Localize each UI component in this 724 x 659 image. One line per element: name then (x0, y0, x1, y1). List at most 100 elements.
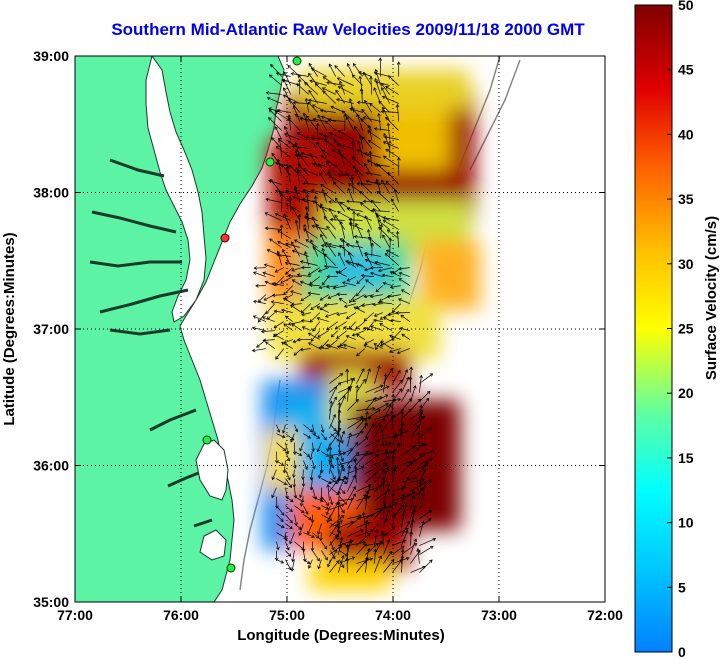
velocity-vector (410, 425, 420, 438)
velocity-vector-head (398, 298, 402, 302)
velocity-vector-head (412, 508, 417, 513)
velocity-vector (347, 541, 366, 546)
velocity-vector-head (268, 109, 273, 113)
velocity-vector (321, 514, 333, 521)
velocity-vector-head (354, 168, 359, 173)
velocity-vector (365, 520, 368, 537)
velocity-vector-head (348, 98, 353, 102)
velocity-vector (322, 248, 328, 266)
velocity-vector-head (298, 532, 302, 536)
velocity-vector-head (421, 492, 426, 496)
velocity-vector (392, 494, 411, 501)
velocity-vector (329, 386, 337, 402)
velocity-vector (353, 63, 363, 77)
velocity-vector-head (311, 534, 315, 538)
velocity-vector-head (297, 337, 301, 342)
velocity-vector (378, 100, 390, 113)
velocity-vector-head (271, 293, 276, 298)
velocity-vector-head (408, 408, 412, 413)
velocity-vector-head (266, 249, 271, 253)
velocity-vector-head (359, 88, 364, 92)
velocity-vector (305, 136, 318, 149)
velocity-vector (365, 557, 368, 573)
velocity-vector-head (337, 490, 341, 494)
velocity-vector-head (320, 155, 325, 159)
velocity-vector-head (356, 149, 361, 153)
velocity-vector (276, 532, 287, 539)
velocity-vector-head (385, 249, 390, 253)
velocity-vector (285, 496, 294, 502)
velocity-vector (378, 227, 390, 239)
velocity-vector (372, 303, 383, 306)
velocity-vector-head (388, 237, 393, 241)
velocity-vector-head (382, 468, 386, 472)
velocity-vector (285, 190, 300, 194)
velocity-vector (321, 451, 329, 457)
velocity-vector-head (351, 74, 356, 78)
velocity-vector-head (417, 398, 421, 403)
velocity-vector (375, 261, 390, 266)
velocity-vector-head (309, 456, 313, 461)
velocity-vector-head (346, 278, 351, 282)
velocity-vector-head (385, 450, 389, 455)
velocity-vector (356, 213, 372, 221)
velocity-vector (338, 267, 347, 274)
velocity-vector (311, 225, 327, 230)
velocity-vector-head (360, 418, 364, 422)
velocity-vector-head (419, 411, 424, 415)
velocity-vector (301, 303, 312, 314)
velocity-vector (303, 228, 318, 239)
velocity-vector (356, 285, 366, 297)
velocity-vector (355, 321, 366, 330)
velocity-vector-head (341, 110, 346, 114)
velocity-vector (334, 214, 345, 230)
velocity-vector-head (395, 230, 400, 235)
velocity-vector-head (297, 78, 302, 83)
velocity-vector-head (378, 485, 382, 490)
velocity-vector-head (335, 456, 340, 461)
velocity-vector-head (287, 553, 292, 557)
velocity-vector-head (323, 545, 328, 550)
velocity-vector (338, 465, 344, 483)
velocity-vector-head (333, 139, 337, 143)
velocity-vector (392, 557, 410, 564)
velocity-vector-head (323, 192, 328, 197)
velocity-vector (377, 220, 390, 230)
velocity-vector-head (421, 487, 425, 491)
velocity-vector (364, 339, 374, 345)
velocity-vector (269, 74, 282, 86)
velocity-vector (347, 486, 356, 501)
velocity-vector-head (292, 484, 297, 488)
velocity-vector-head (363, 71, 367, 76)
velocity-vector (356, 417, 367, 429)
velocity-vector-head (264, 226, 269, 231)
velocity-vector (266, 198, 282, 203)
velocity-vector-head (348, 217, 352, 222)
velocity-vector (329, 524, 339, 537)
velocity-vector-head (429, 373, 434, 377)
velocity-vector-head (289, 519, 293, 524)
velocity-vector-head (379, 541, 384, 545)
velocity-vector-head (350, 520, 355, 525)
velocity-vector (380, 224, 382, 239)
velocity-vector (339, 339, 348, 347)
velocity-vector (319, 172, 327, 185)
velocity-vector-head (381, 106, 386, 111)
velocity-vector (303, 532, 315, 538)
velocity-vector (317, 330, 329, 338)
velocity-vector (390, 319, 401, 322)
velocity-vector-head (359, 528, 364, 533)
velocity-vector-head (305, 115, 310, 119)
velocity-vector-head (340, 440, 344, 444)
velocity-vector (410, 398, 421, 411)
velocity-vector-head (390, 318, 394, 323)
velocity-vector-head (299, 280, 304, 285)
velocity-vector-head (345, 315, 350, 320)
velocity-vector (285, 262, 300, 266)
velocity-vector-head (416, 431, 421, 436)
velocity-vector-head (278, 138, 282, 143)
velocity-vector (296, 83, 309, 95)
velocity-vector (269, 238, 282, 248)
velocity-vector (363, 512, 366, 528)
velocity-vector (348, 321, 357, 330)
